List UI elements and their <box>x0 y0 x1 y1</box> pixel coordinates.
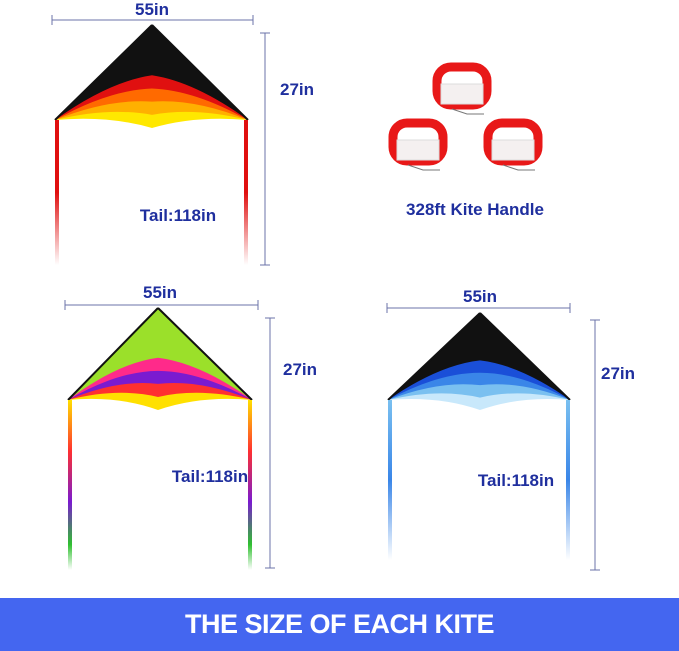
kite-1-frame <box>54 24 249 121</box>
kite-2-left-tail <box>68 400 72 570</box>
kite-3-sail-band <box>388 313 570 400</box>
width-dimension-line <box>64 300 259 310</box>
swivel-clip <box>451 108 484 115</box>
string-spool <box>396 139 440 161</box>
kite-handle <box>432 62 492 115</box>
height-dimension-line <box>265 317 275 569</box>
kite-2-right-tail <box>248 400 252 570</box>
height-dimension-line <box>590 319 600 571</box>
kite-2-frame <box>67 307 253 401</box>
swivel-clip <box>407 164 440 171</box>
kite-1-height-label: 27in <box>279 80 315 99</box>
banner-text: THE SIZE OF EACH KITE <box>184 609 495 639</box>
handle-grip <box>432 62 492 110</box>
width-dimension-line <box>386 303 571 313</box>
banner: THE SIZE OF EACH KITE <box>0 598 679 651</box>
kite-3-left-tail <box>388 400 392 560</box>
kite-2-tail-label: Tail:118in <box>171 467 249 486</box>
kite-1-tail-label: Tail:118in <box>139 206 217 225</box>
kite-1-width-label: 55in <box>134 0 170 19</box>
height-dimension-line <box>260 32 270 266</box>
kite-3-frame <box>387 312 571 401</box>
handle-grip <box>388 118 448 166</box>
kite-3-tail-label: Tail:118in <box>477 471 555 490</box>
kite-3-width-label: 55in <box>462 287 498 306</box>
kite-2-width-label: 55in <box>142 283 178 302</box>
kite-handle <box>483 118 543 171</box>
kite-1-right-tail <box>244 120 248 265</box>
kite-1-sail-band <box>55 25 248 120</box>
kite-2-height-label: 27in <box>282 360 318 379</box>
kite-1-left-tail <box>55 120 59 265</box>
width-dimension-line <box>51 15 254 25</box>
string-spool <box>491 139 535 161</box>
handle-label: 328ft Kite Handle <box>406 200 544 219</box>
kite-illustrations <box>51 15 600 571</box>
kite-handle <box>388 118 448 171</box>
kite-2-sail-band <box>68 308 252 400</box>
kite-3-right-tail <box>566 400 570 560</box>
kite-3-height-label: 27in <box>600 364 636 383</box>
swivel-clip <box>502 164 535 171</box>
string-spool <box>440 83 484 105</box>
handle-grip <box>483 118 543 166</box>
